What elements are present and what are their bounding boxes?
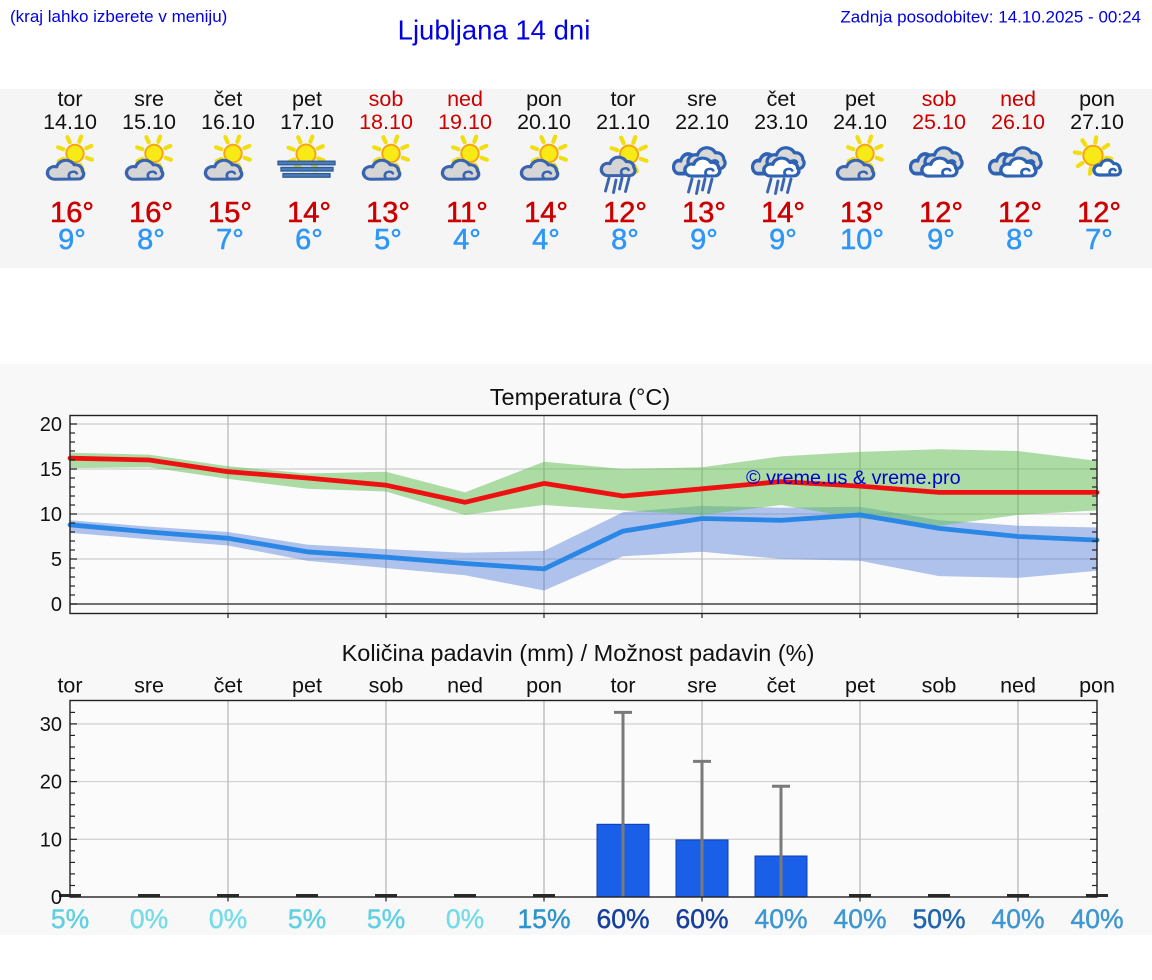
svg-text:pon: pon <box>526 674 562 698</box>
svg-text:tor: tor <box>57 87 82 111</box>
svg-text:24.10: 24.10 <box>833 110 887 134</box>
svg-text:6°: 6° <box>295 224 323 256</box>
svg-text:5%: 5% <box>367 904 405 934</box>
svg-text:40%: 40% <box>1070 904 1123 934</box>
svg-text:pet: pet <box>845 87 875 111</box>
svg-text:9°: 9° <box>58 224 86 256</box>
svg-text:sob: sob <box>922 674 957 698</box>
svg-text:čet: čet <box>767 674 796 698</box>
svg-text:0%: 0% <box>209 904 247 934</box>
svg-text:13°: 13° <box>366 197 410 229</box>
svg-text:5%: 5% <box>51 904 89 934</box>
svg-text:0: 0 <box>51 887 62 909</box>
svg-text:10: 10 <box>40 829 62 851</box>
svg-text:11°: 11° <box>446 197 488 229</box>
svg-text:Količina padavin (mm) / Možnos: Količina padavin (mm) / Možnost padavin … <box>342 640 815 666</box>
svg-text:čet: čet <box>214 87 243 111</box>
svg-text:ned: ned <box>1000 674 1036 698</box>
svg-text:pon: pon <box>1079 87 1115 111</box>
svg-text:5°: 5° <box>374 224 402 256</box>
svg-text:pet: pet <box>292 674 322 698</box>
svg-text:16°: 16° <box>50 197 94 229</box>
svg-text:30: 30 <box>40 714 62 736</box>
svg-text:12°: 12° <box>919 197 963 229</box>
svg-text:sre: sre <box>687 87 717 111</box>
svg-text:sre: sre <box>687 674 717 698</box>
svg-text:15.10: 15.10 <box>122 110 176 134</box>
svg-text:ned: ned <box>1000 87 1036 111</box>
svg-text:8°: 8° <box>137 224 165 256</box>
svg-text:9°: 9° <box>769 224 797 256</box>
svg-text:20: 20 <box>40 414 62 436</box>
svg-text:0%: 0% <box>130 904 168 934</box>
svg-text:sob: sob <box>922 87 957 111</box>
svg-text:40%: 40% <box>754 904 807 934</box>
svg-text:tor: tor <box>57 674 82 698</box>
svg-text:sob: sob <box>369 87 404 111</box>
svg-text:pet: pet <box>292 87 322 111</box>
svg-text:8°: 8° <box>1006 224 1034 256</box>
svg-text:60%: 60% <box>596 904 649 934</box>
svg-text:9°: 9° <box>690 224 718 256</box>
svg-text:20.10: 20.10 <box>517 110 571 134</box>
svg-text:5%: 5% <box>288 904 326 934</box>
svg-text:15: 15 <box>40 459 62 481</box>
svg-text:14°: 14° <box>524 197 568 229</box>
svg-text:čet: čet <box>767 87 796 111</box>
svg-text:7°: 7° <box>216 224 244 256</box>
svg-text:pon: pon <box>1079 674 1115 698</box>
svg-text:© vreme.us & vreme.pro: © vreme.us & vreme.pro <box>746 467 961 489</box>
svg-text:40%: 40% <box>991 904 1044 934</box>
svg-text:Ljubljana 14 dni: Ljubljana 14 dni <box>398 15 591 46</box>
svg-text:22.10: 22.10 <box>675 110 729 134</box>
svg-text:tor: tor <box>610 87 635 111</box>
svg-text:26.10: 26.10 <box>991 110 1045 134</box>
svg-text:16.10: 16.10 <box>201 110 255 134</box>
svg-text:13°: 13° <box>840 197 884 229</box>
svg-text:19.10: 19.10 <box>438 110 492 134</box>
svg-text:20: 20 <box>40 772 62 794</box>
svg-text:13°: 13° <box>682 197 726 229</box>
svg-text:25.10: 25.10 <box>912 110 966 134</box>
svg-text:0: 0 <box>51 594 62 616</box>
svg-text:pet: pet <box>845 674 875 698</box>
svg-text:12°: 12° <box>1077 197 1121 229</box>
svg-text:sre: sre <box>134 87 164 111</box>
svg-text:sre: sre <box>134 674 164 698</box>
svg-text:14°: 14° <box>287 197 331 229</box>
svg-text:Temperatura (°C): Temperatura (°C) <box>490 384 670 410</box>
svg-text:23.10: 23.10 <box>754 110 808 134</box>
svg-text:21.10: 21.10 <box>596 110 650 134</box>
svg-text:40%: 40% <box>833 904 886 934</box>
svg-text:12°: 12° <box>603 197 647 229</box>
svg-text:50%: 50% <box>912 904 965 934</box>
svg-text:ned: ned <box>447 87 483 111</box>
svg-text:10: 10 <box>40 504 62 526</box>
svg-text:9°: 9° <box>927 224 955 256</box>
svg-text:4°: 4° <box>453 224 481 256</box>
svg-text:15%: 15% <box>517 904 570 934</box>
svg-text:14°: 14° <box>761 197 805 229</box>
svg-text:15°: 15° <box>208 197 252 229</box>
svg-text:4°: 4° <box>532 224 560 256</box>
svg-text:18.10: 18.10 <box>359 110 413 134</box>
svg-text:5: 5 <box>51 549 62 571</box>
svg-text:0%: 0% <box>446 904 484 934</box>
svg-text:Zadnja posodobitev: 14.10.2025: Zadnja posodobitev: 14.10.2025 - 00:24 <box>840 8 1141 27</box>
svg-text:17.10: 17.10 <box>280 110 334 134</box>
svg-text:čet: čet <box>214 674 243 698</box>
svg-text:12°: 12° <box>998 197 1042 229</box>
svg-text:16°: 16° <box>129 197 173 229</box>
svg-text:pon: pon <box>526 87 562 111</box>
svg-text:7°: 7° <box>1085 224 1113 256</box>
svg-text:14.10: 14.10 <box>43 110 97 134</box>
svg-text:ned: ned <box>447 674 483 698</box>
svg-text:sob: sob <box>369 674 404 698</box>
svg-text:tor: tor <box>610 674 635 698</box>
svg-text:(kraj lahko izberete v meniju): (kraj lahko izberete v meniju) <box>10 7 227 26</box>
svg-text:27.10: 27.10 <box>1070 110 1124 134</box>
svg-text:10°: 10° <box>840 224 884 256</box>
svg-text:60%: 60% <box>675 904 728 934</box>
svg-text:8°: 8° <box>611 224 639 256</box>
